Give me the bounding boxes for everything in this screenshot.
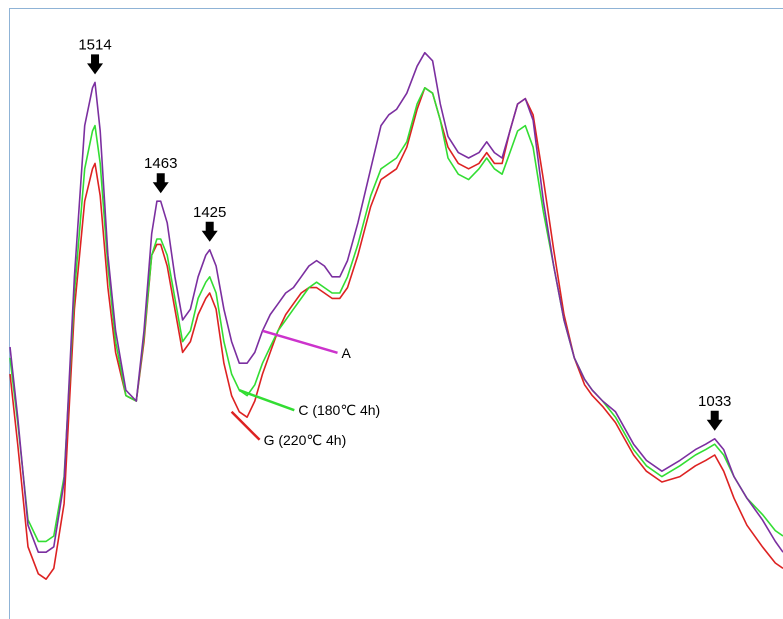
peak-arrow-1514 [87, 54, 104, 75]
series-label-text-c-180-4h: C (180℃ 4h) [298, 402, 380, 418]
peak-marker-1033: 1033 [698, 393, 731, 431]
peak-label-1514: 1514 [78, 36, 111, 53]
series-leader-c-180-4h [238, 389, 295, 412]
peak-label-1033: 1033 [698, 393, 731, 410]
peak-label-1425: 1425 [193, 204, 226, 221]
peak-marker-1514: 1514 [78, 36, 112, 75]
series-layer [9, 51, 783, 580]
peak-marker-1463: 1463 [144, 155, 177, 194]
peak-arrow-1463 [152, 173, 169, 194]
peak-arrow-1033 [706, 410, 723, 431]
series-label-text-g-220-4h: G (220℃ 4h) [264, 432, 347, 448]
annotation-layer: 1514 1463 1425 1033 A C (180℃ 4h) G (220℃ 4h) [78, 36, 731, 447]
series-line-g-220-4h [9, 87, 783, 580]
series-line-a [9, 51, 783, 553]
series-label-g-220-4h: G (220℃ 4h) [230, 410, 347, 448]
series-label-text-a: A [342, 345, 352, 361]
series-leader-a [262, 329, 338, 354]
peak-marker-1425: 1425 [193, 204, 226, 242]
series-leader-g-220-4h [230, 410, 261, 441]
series-line-c-180-4h [9, 87, 783, 543]
peak-label-1463: 1463 [144, 155, 177, 172]
peak-arrow-1425 [201, 221, 218, 242]
series-label-a: A [262, 329, 352, 361]
series-label-c-180-4h: C (180℃ 4h) [238, 389, 380, 418]
